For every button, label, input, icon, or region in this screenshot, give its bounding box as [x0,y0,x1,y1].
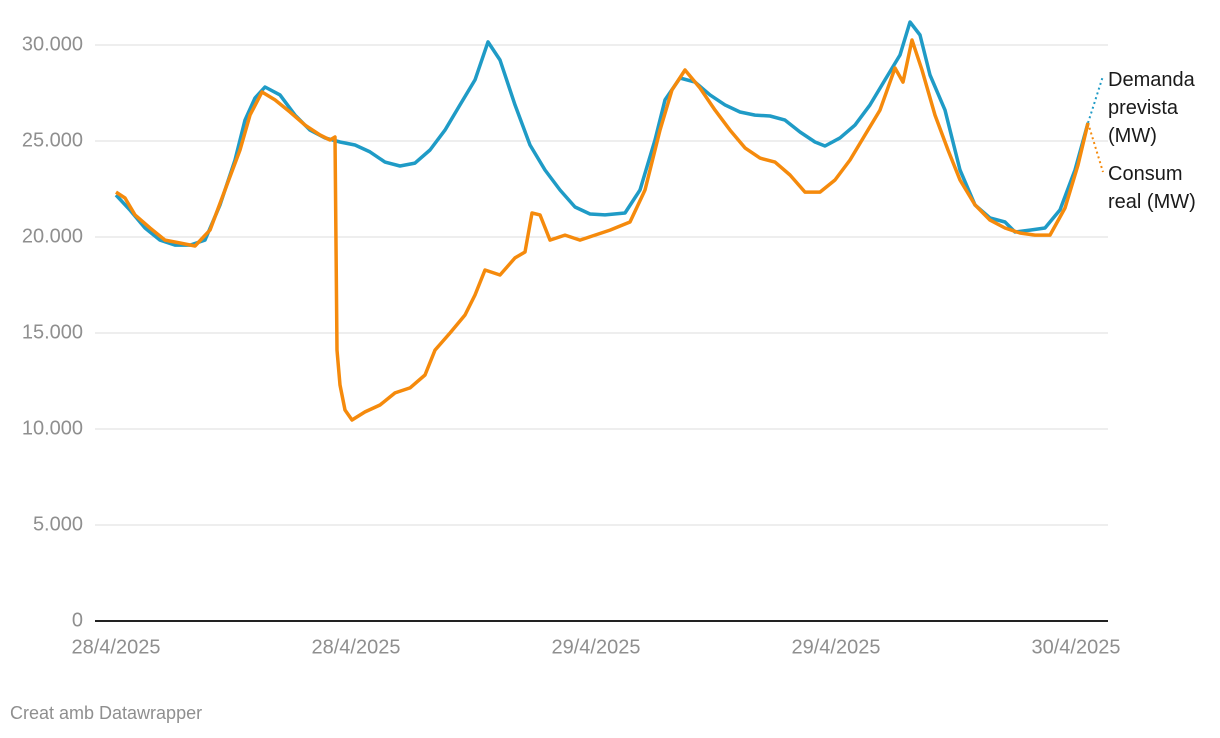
y-tick-label: 30.000 [22,33,83,55]
series-line [115,38,1090,422]
credit: Creat amb Datawrapper [10,703,203,723]
y-tick-label: 25.000 [22,129,83,151]
x-tick-label: 29/4/2025 [552,636,641,658]
label-leader [1087,75,1104,124]
y-tick-label: 5.000 [33,513,83,535]
series-label: Demanda prevista (MW) [1108,69,1195,147]
y-tick-label: 0 [72,609,83,631]
series-line [114,20,1090,247]
y-tick-label: 15.000 [22,321,83,343]
x-tick-label: 29/4/2025 [792,636,881,658]
series-label: Consum real (MW) [1108,163,1196,213]
x-tick-label: 30/4/2025 [1032,636,1121,658]
y-tick-label: 10.000 [22,417,83,439]
x-tick-label: 28/4/2025 [72,636,161,658]
label-leader [1087,122,1104,173]
x-tick-label: 28/4/2025 [312,636,401,658]
y-tick-label: 20.000 [22,225,83,247]
